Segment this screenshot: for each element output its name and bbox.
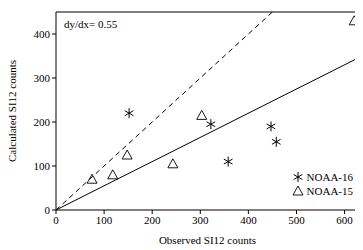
svg-text:300: 300 — [192, 214, 209, 226]
svg-text:600: 600 — [336, 214, 353, 226]
svg-text:100: 100 — [34, 160, 51, 172]
svg-text:200: 200 — [34, 116, 51, 128]
svg-text:400: 400 — [34, 28, 51, 40]
svg-text:200: 200 — [144, 214, 161, 226]
svg-text:Calculated SI12 counts: Calculated SI12 counts — [8, 60, 18, 162]
svg-text:500: 500 — [288, 214, 305, 226]
svg-text:400: 400 — [240, 214, 257, 226]
svg-text:0: 0 — [45, 204, 51, 216]
html-text:dy/dx= 0.55: dy/dx= 0.55 — [64, 18, 118, 30]
svg-text:100: 100 — [96, 214, 113, 226]
html-text:NOAA-16: NOAA-16 — [306, 171, 353, 183]
svg-text:0: 0 — [53, 214, 59, 226]
svg-text:Observed SI12 counts: Observed SI12 counts — [159, 234, 256, 246]
svg-text:300: 300 — [34, 72, 51, 84]
html-text:NOAA-15: NOAA-15 — [306, 185, 353, 197]
